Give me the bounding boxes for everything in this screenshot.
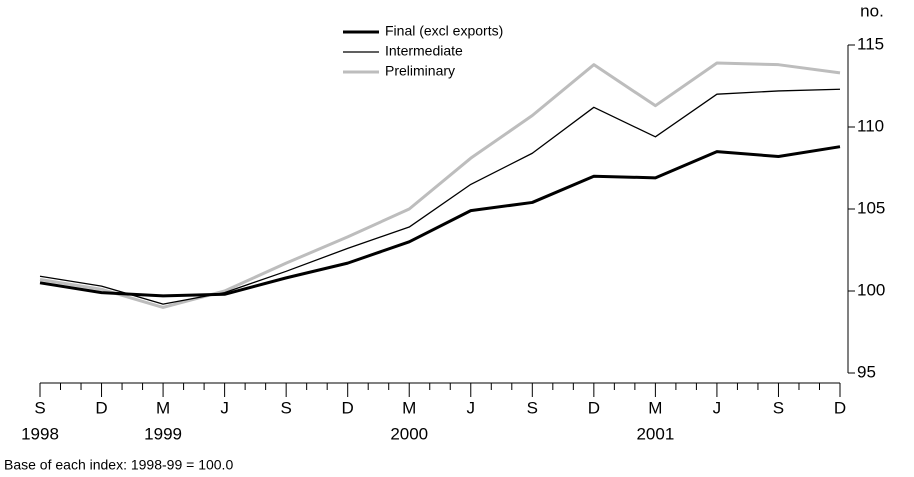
x-year-label: 2000: [390, 424, 428, 443]
x-tick-label: S: [34, 398, 45, 417]
x-tick-label: M: [402, 398, 416, 417]
x-year-label: 1998: [21, 424, 59, 443]
x-tick-label: S: [280, 398, 291, 417]
x-tick-label: D: [95, 398, 107, 417]
y-tick-label: 115: [857, 34, 884, 53]
x-tick-label: D: [342, 398, 354, 417]
y-tick-label: 110: [857, 116, 884, 135]
legend-label: Final (excl exports): [385, 23, 503, 39]
x-tick-label: S: [527, 398, 538, 417]
footnote: Base of each index: 1998-99 = 100.0: [4, 457, 233, 473]
x-year-label: 1999: [144, 424, 182, 443]
x-tick-label: J: [220, 398, 229, 417]
x-tick-label: J: [467, 398, 476, 417]
series-line: [39, 61, 841, 309]
x-tick-label: J: [713, 398, 722, 417]
legend-label: Intermediate: [385, 43, 463, 59]
legend-label: Preliminary: [385, 63, 455, 79]
x-tick-label: S: [773, 398, 784, 417]
series-line: [39, 88, 841, 305]
x-tick-label: D: [588, 398, 600, 417]
x-tick-label: D: [834, 398, 846, 417]
y-tick-label: 95: [857, 362, 876, 381]
x-tick-label: M: [156, 398, 170, 417]
x-tick-label: M: [648, 398, 662, 417]
x-year-label: 2001: [636, 424, 674, 443]
y-axis-unit: no.: [860, 1, 884, 20]
y-tick-label: 105: [857, 198, 885, 217]
series-line: [39, 145, 841, 298]
y-tick-label: 100: [857, 280, 885, 299]
